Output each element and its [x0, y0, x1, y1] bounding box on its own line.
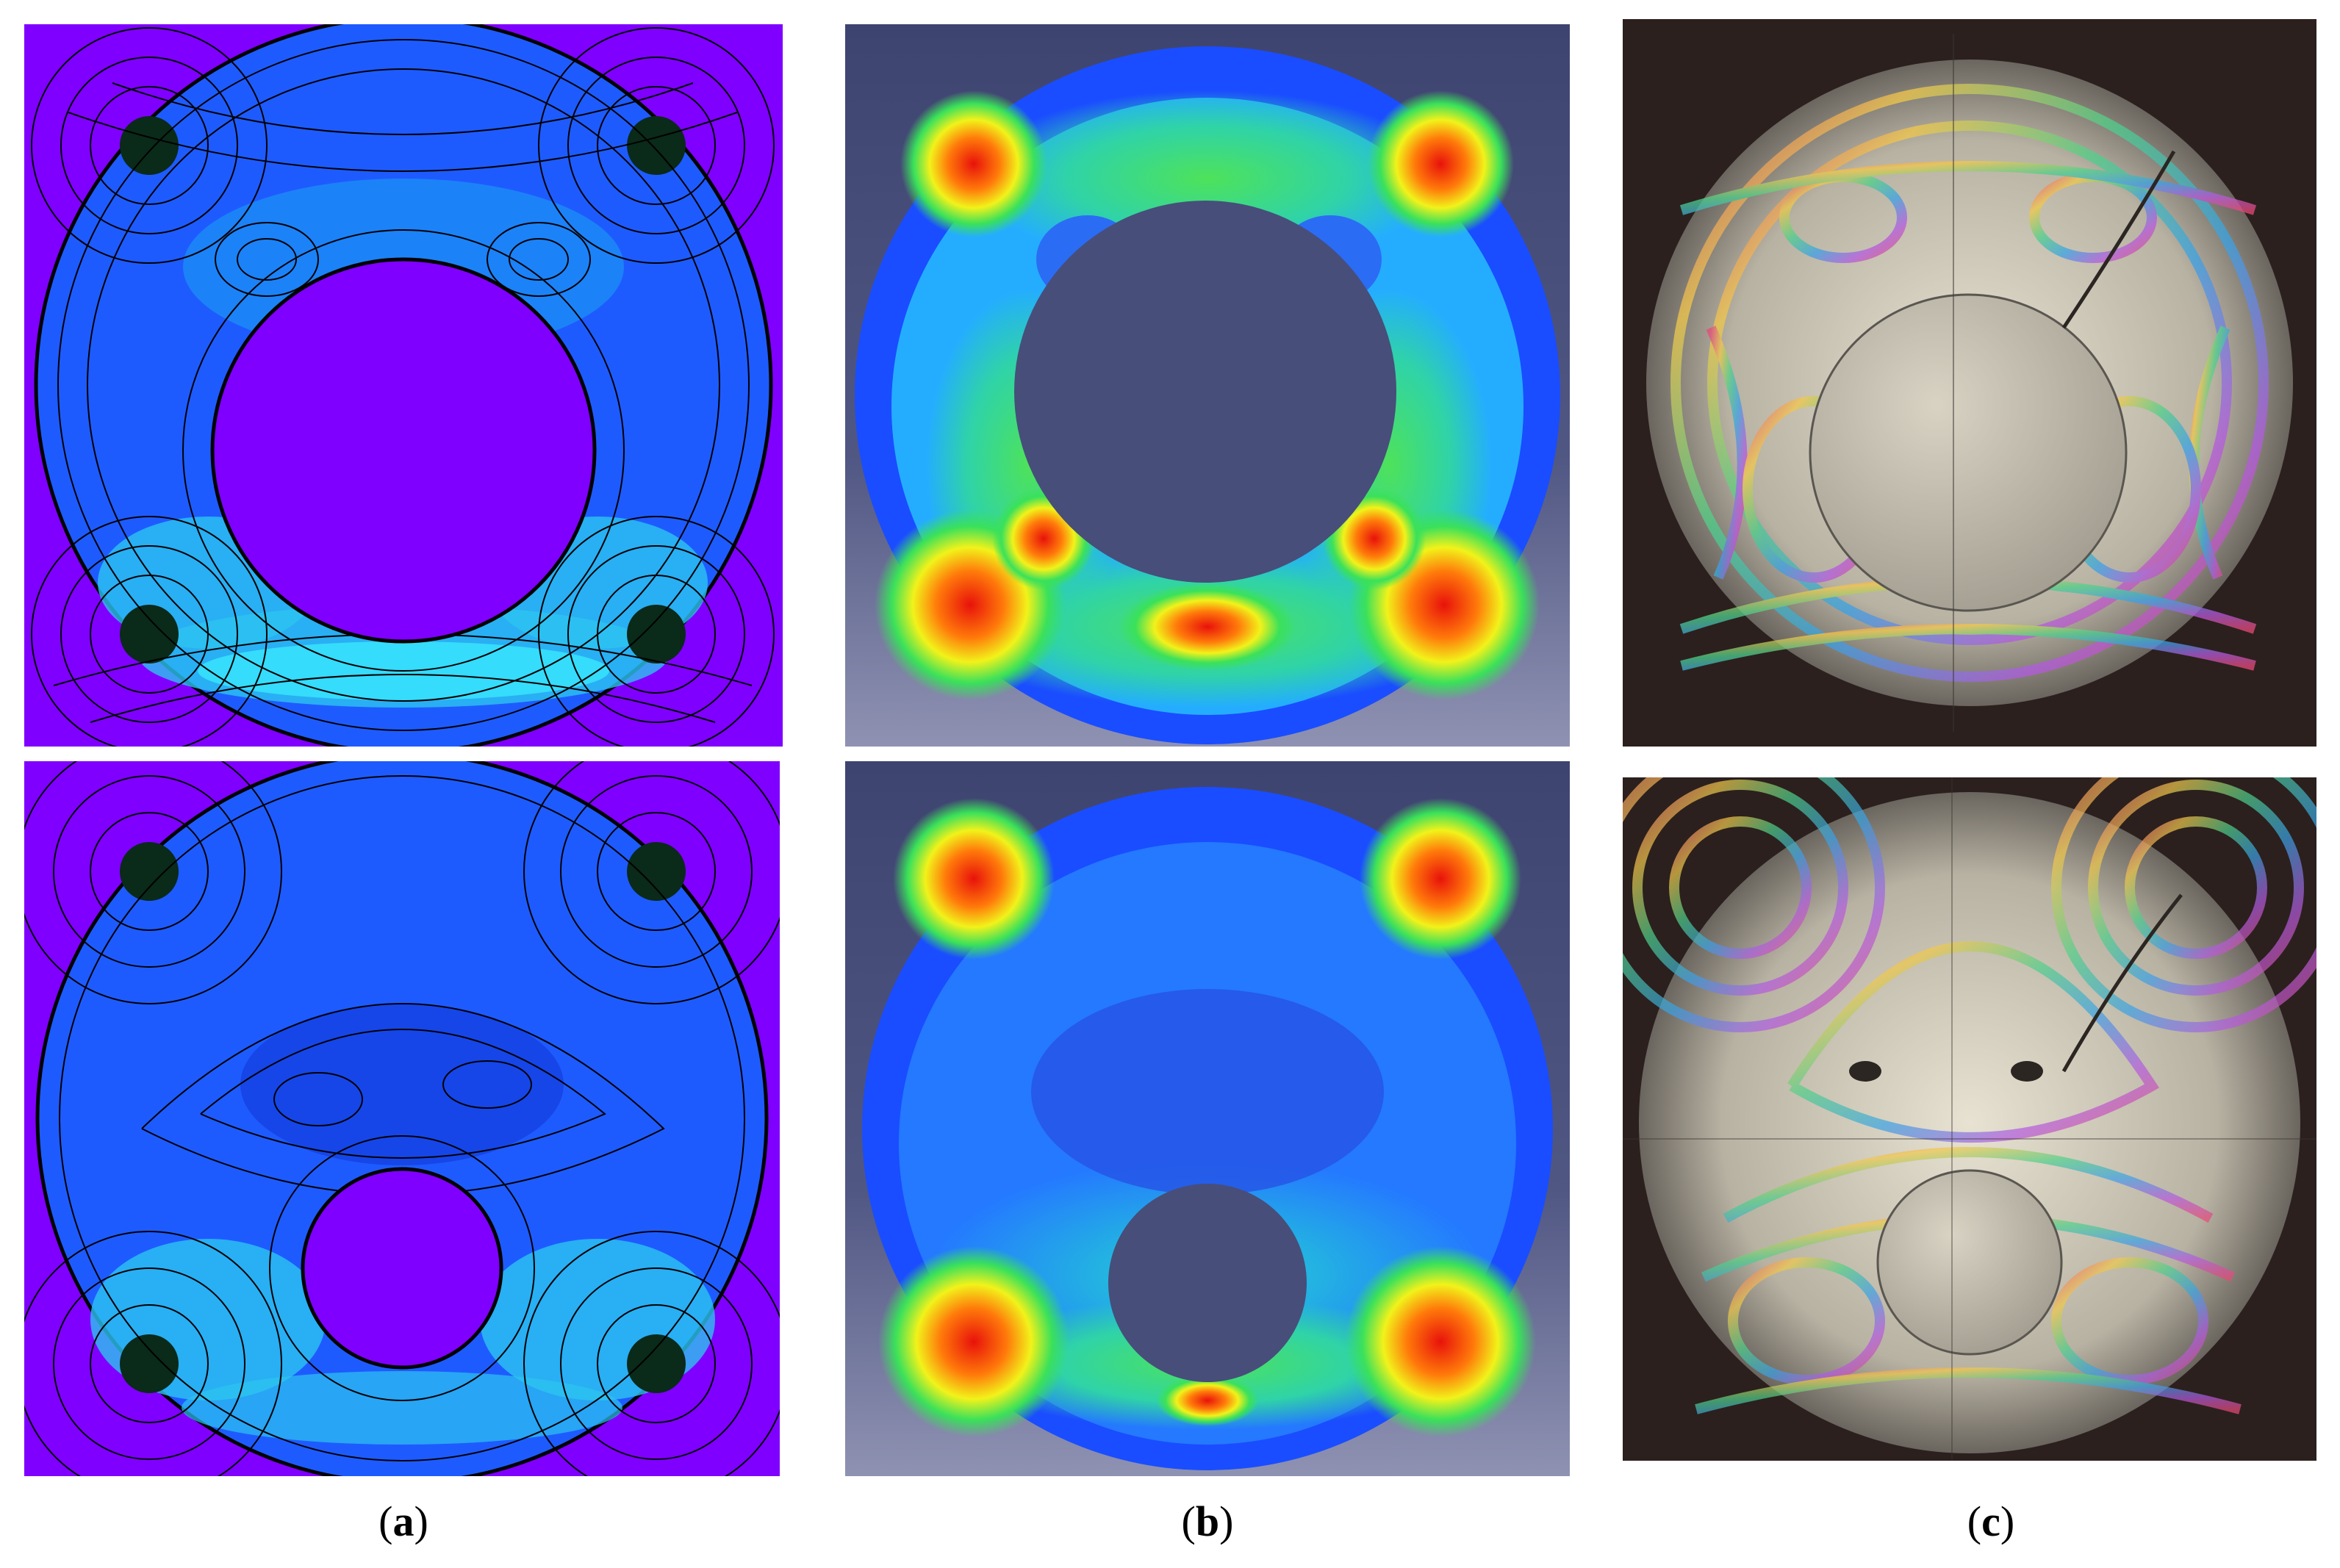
fe-plot-bottom [845, 761, 1570, 1476]
caption-c-close: ) [2000, 1497, 2015, 1545]
caption-c-open: ( [1967, 1497, 1982, 1545]
caption-a-open: ( [378, 1497, 393, 1545]
caption-a-close: ) [414, 1497, 428, 1545]
photoelastic-photo-top [1623, 19, 2316, 747]
caption-c: (c) [1917, 1500, 2064, 1543]
caption-a: (a) [330, 1500, 477, 1543]
photoelastic-photo-bottom [1623, 777, 2316, 1461]
caption-c-letter: c [1981, 1497, 2000, 1545]
contour-plot-bottom [24, 761, 780, 1476]
contour-plot-top [24, 24, 783, 747]
caption-b: (b) [1134, 1500, 1281, 1543]
caption-b-letter: b [1195, 1497, 1220, 1545]
caption-a-letter: a [392, 1497, 414, 1545]
fe-plot-top [845, 24, 1570, 747]
caption-b-close: ) [1219, 1497, 1234, 1545]
caption-b-open: ( [1181, 1497, 1196, 1545]
